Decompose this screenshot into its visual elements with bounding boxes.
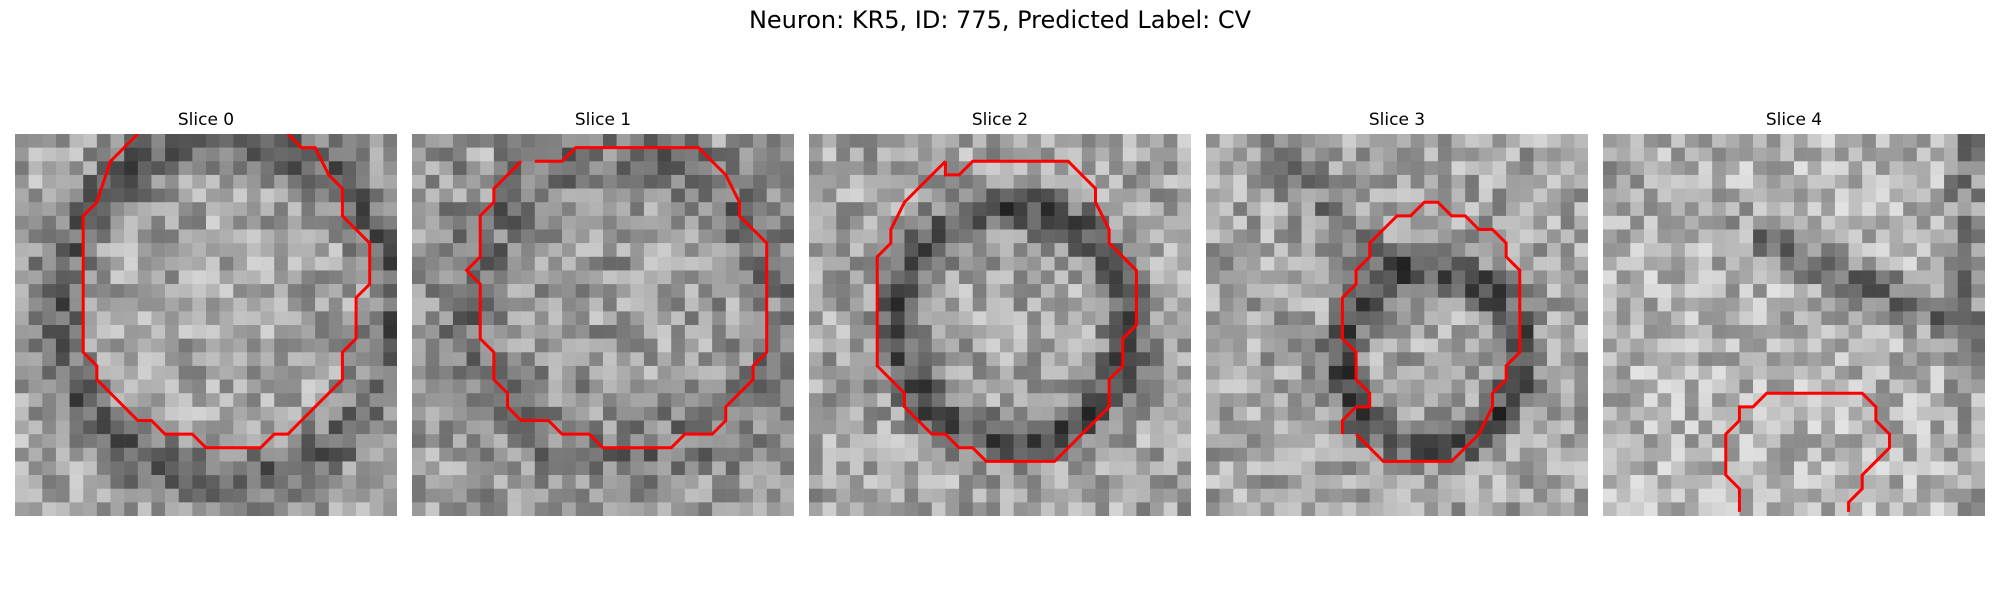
slice-4-contour	[1724, 391, 1892, 512]
slice-3-image	[1206, 134, 1588, 516]
slice-1-title: Slice 1	[574, 110, 632, 130]
slice-1-image	[412, 134, 794, 516]
slice-4-title: Slice 4	[1765, 110, 1823, 130]
slice-4-image	[1603, 134, 1985, 516]
slice-2-image	[809, 134, 1191, 516]
slice-0-image	[15, 134, 397, 516]
slice-0-title: Slice 0	[177, 110, 235, 130]
slice-2-title: Slice 2	[971, 110, 1029, 130]
slice-0-contour	[81, 134, 372, 450]
slice-1-contour	[464, 146, 769, 450]
slice-3-title: Slice 3	[1368, 110, 1426, 130]
figure-title: Neuron: KR5, ID: 775, Predicted Label: C…	[748, 6, 1252, 34]
slice-2-contour	[875, 159, 1138, 463]
slice-3-contour	[1340, 200, 1522, 463]
